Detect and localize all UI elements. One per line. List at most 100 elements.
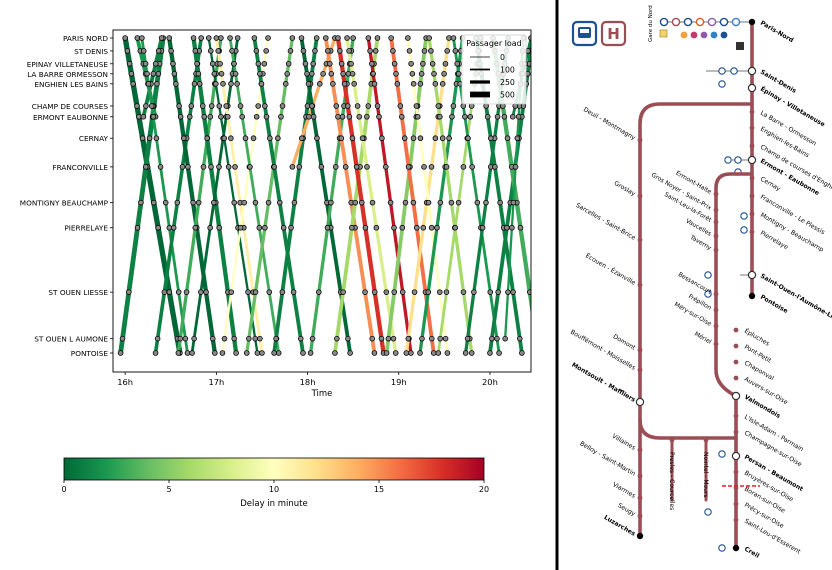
stop-marker <box>376 113 382 120</box>
map-label-viarmes: Viarmes <box>611 481 636 500</box>
stop-marker <box>177 113 184 120</box>
station-belloy-saint-martin <box>637 473 643 479</box>
station-label-cernay: CERNAY <box>79 134 109 143</box>
station-pierrelaye <box>749 229 755 235</box>
colorbar-tick-label: 15 <box>374 485 384 494</box>
stop-marker <box>196 81 203 87</box>
stop-marker <box>335 35 341 41</box>
stop-marker <box>119 335 126 342</box>
station-label-epinay-villetaneuse: EPINAY VILLETANEUSE <box>27 60 109 69</box>
stop-marker <box>487 135 494 142</box>
station-gros-noyer-saint-prix <box>713 207 719 213</box>
metro-icon <box>690 31 698 39</box>
stop-marker <box>324 224 331 231</box>
stop-marker <box>462 350 469 356</box>
stop-marker <box>228 135 234 142</box>
stop-marker <box>152 60 159 67</box>
colorbar-gradient <box>63 457 485 481</box>
stop-marker <box>460 289 467 295</box>
stop-marker <box>262 103 268 109</box>
station-bruyeres-sur-oise <box>733 469 739 475</box>
stop-marker <box>408 60 414 67</box>
stop-marker <box>117 350 124 356</box>
stop-marker <box>259 350 265 356</box>
stop-marker <box>155 48 162 54</box>
stop-marker <box>126 60 133 67</box>
stop-marker <box>403 350 410 356</box>
legend-label: 250 <box>500 78 515 87</box>
stop-marker <box>245 289 251 295</box>
stop-marker <box>324 48 331 54</box>
station-saint-leu-d-esserent <box>733 517 739 523</box>
stop-marker <box>411 289 418 295</box>
stop-marker <box>479 224 486 231</box>
stop-marker <box>345 335 351 342</box>
stop-marker <box>382 164 389 170</box>
station-nointel-mours <box>703 437 709 443</box>
stop-marker <box>429 60 436 67</box>
stop-marker <box>154 81 160 87</box>
stop-marker <box>330 81 336 87</box>
map-label-cernay: Cernay <box>759 176 782 193</box>
map-label-creil: Creil <box>743 546 760 560</box>
stop-marker <box>290 289 297 295</box>
station-precy-sur-oise <box>733 501 739 507</box>
stop-marker <box>143 103 149 109</box>
stop-marker <box>515 113 522 120</box>
stop-marker <box>171 70 178 77</box>
stop-marker <box>228 81 234 87</box>
station-label-st-denis: ST DENIS <box>74 47 108 56</box>
stop-marker <box>201 113 208 120</box>
stop-marker <box>370 70 376 77</box>
stop-marker <box>298 35 305 41</box>
stop-marker <box>353 164 360 170</box>
train-trips <box>117 35 531 356</box>
stop-marker <box>216 103 223 109</box>
stop-marker <box>155 70 162 77</box>
stop-marker <box>391 224 397 231</box>
station-deuil-montmagny <box>637 137 643 143</box>
stop-marker <box>218 113 224 120</box>
stop-marker <box>231 60 237 67</box>
stop-marker <box>134 35 141 41</box>
stop-marker <box>212 350 218 356</box>
stop-marker <box>263 48 269 54</box>
stop-marker <box>328 70 335 77</box>
stop-marker <box>309 335 316 342</box>
stop-marker <box>246 335 252 342</box>
stop-marker <box>364 164 370 170</box>
stop-marker <box>253 113 260 120</box>
stop-marker <box>501 113 508 120</box>
stop-marker <box>401 135 408 142</box>
connection-icon <box>731 17 741 27</box>
stop-marker <box>320 70 326 77</box>
stop-marker <box>443 164 450 170</box>
stop-marker <box>213 81 219 87</box>
stop-marker <box>225 164 232 170</box>
time-tick-label: 20h <box>482 377 498 387</box>
stop-marker <box>410 81 417 87</box>
stop-marker <box>350 35 356 41</box>
stop-marker <box>334 335 340 342</box>
legend-box <box>461 34 527 105</box>
stop-marker <box>385 335 392 342</box>
legend-label: 500 <box>500 91 515 100</box>
stop-marker <box>305 81 312 87</box>
metro-icon <box>710 31 718 39</box>
stop-marker <box>314 135 320 142</box>
stop-marker <box>158 35 165 41</box>
stop-marker <box>338 135 345 142</box>
stop-marker <box>439 81 446 87</box>
stop-marker <box>392 350 399 356</box>
stop-marker <box>464 335 471 342</box>
stop-marker <box>232 164 238 170</box>
stop-marker <box>426 35 432 41</box>
stop-marker <box>371 350 378 356</box>
stop-marker <box>340 289 346 295</box>
stop-marker <box>393 70 399 77</box>
stop-marker <box>279 289 286 295</box>
stop-marker <box>122 35 128 41</box>
connection-icon <box>740 226 748 234</box>
station-champagne-sur-oise <box>733 429 739 435</box>
station-taverny <box>713 247 719 253</box>
